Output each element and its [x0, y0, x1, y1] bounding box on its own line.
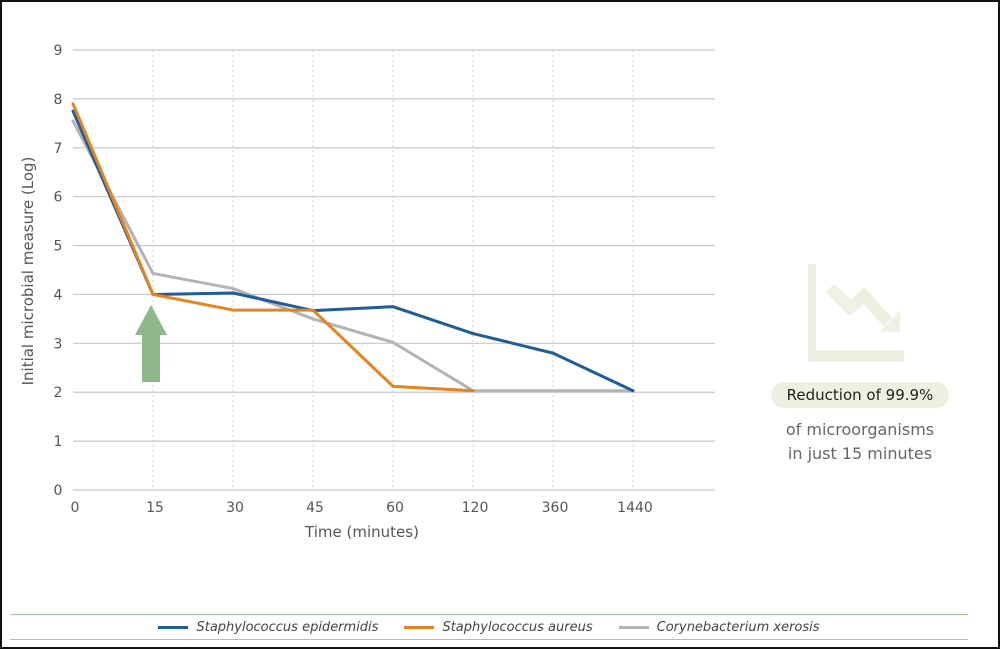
x-tick-labels: 0 15 30 45 60 120 360 1440 [71, 500, 653, 516]
x-tick-label: 120 [462, 500, 489, 516]
y-tick-labels: 0 1 2 3 4 5 6 7 8 9 [54, 43, 63, 499]
series-line-2 [71, 102, 475, 393]
series-lines [71, 102, 635, 393]
decline-chart-icon [808, 264, 904, 362]
x-tick-label: 360 [542, 500, 569, 516]
reduction-line-1: of microorganisms [785, 420, 935, 439]
legend-label: Staphylococcus epidermidis [196, 619, 379, 635]
reduction-line-2: in just 15 minutes [787, 444, 933, 463]
legend-item: Staphylococcus aureus [404, 619, 593, 635]
x-tick-label: 0 [71, 500, 80, 516]
legend-swatch [404, 625, 435, 629]
reduction-callout: Reduction of 99.9% of microorganisms in … [760, 262, 960, 466]
horizontal-gridlines [73, 49, 715, 491]
y-axis-title: Initial microbial measure (Log) [19, 157, 37, 386]
y-tick-label: 0 [54, 483, 63, 499]
legend-swatch [158, 625, 189, 629]
y-tick-label: 6 [54, 190, 63, 206]
chart-legend: Staphylococcus epidermidis Staphylococcus… [10, 614, 968, 640]
reduction-highlight: Reduction of 99.9% [770, 382, 950, 408]
reduction-description: of microorganisms in just 15 minutes [760, 418, 960, 466]
series-line-1 [71, 109, 635, 393]
x-axis-title: Time (minutes) [304, 523, 419, 541]
legend-item: Staphylococcus epidermidis [158, 620, 378, 635]
x-tick-label: 45 [306, 500, 324, 516]
legend-item: Corynebacterium xerosis [618, 619, 820, 635]
vertical-gridlines [152, 50, 634, 490]
y-tick-label: 7 [54, 141, 63, 157]
y-tick-label: 3 [54, 336, 63, 352]
x-tick-label: 60 [386, 500, 404, 516]
y-tick-label: 5 [54, 239, 63, 255]
y-tick-label: 1 [54, 434, 63, 450]
y-tick-label: 8 [54, 92, 63, 108]
series-line-3 [71, 119, 635, 393]
legend-label: Staphylococcus aureus [442, 619, 593, 635]
arrow-up-icon [135, 305, 167, 382]
y-tick-label: 2 [54, 385, 63, 401]
x-tick-label: 15 [146, 500, 164, 516]
y-tick-label: 4 [54, 287, 63, 303]
x-tick-label: 30 [226, 500, 244, 516]
y-tick-label: 9 [54, 43, 63, 59]
legend-label: Corynebacterium xerosis [656, 619, 820, 635]
x-tick-label: 1440 [617, 500, 653, 516]
highlight-arrow [135, 305, 167, 382]
legend-swatch [618, 625, 649, 629]
